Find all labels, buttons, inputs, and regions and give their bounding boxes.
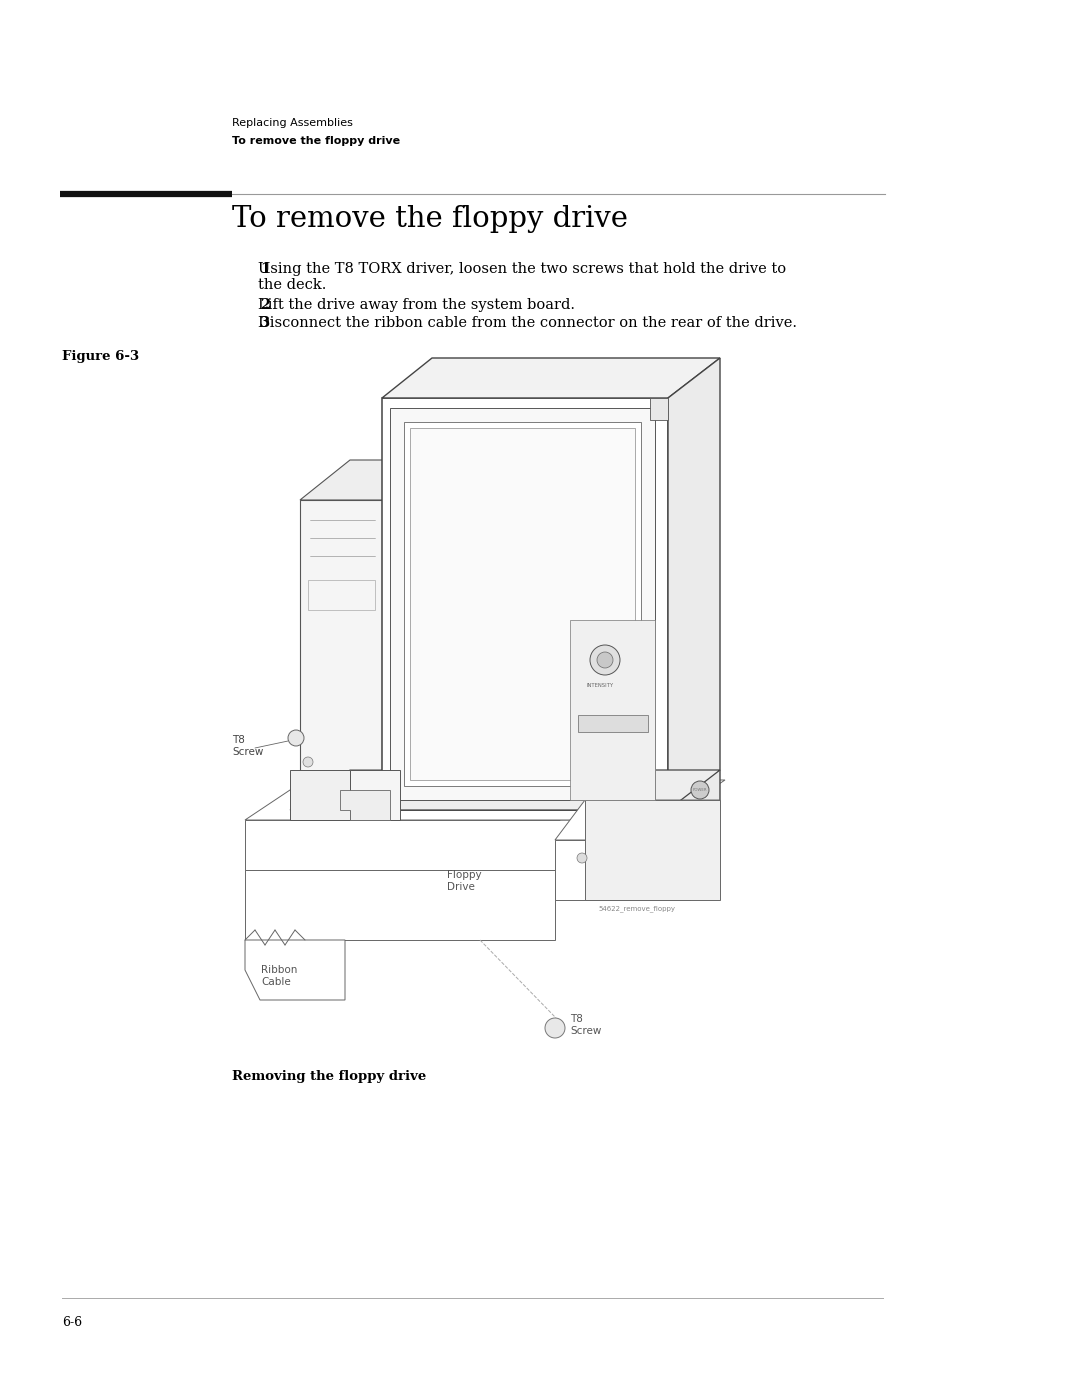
Polygon shape bbox=[555, 800, 720, 840]
Polygon shape bbox=[300, 500, 382, 810]
Polygon shape bbox=[570, 620, 654, 800]
Text: 3: 3 bbox=[260, 316, 270, 330]
Text: Lift the drive away from the system board.: Lift the drive away from the system boar… bbox=[258, 298, 575, 312]
Text: INTENSITY: INTENSITY bbox=[586, 683, 613, 687]
Text: Replacing Assemblies: Replacing Assemblies bbox=[232, 117, 353, 129]
Polygon shape bbox=[650, 398, 669, 420]
Polygon shape bbox=[245, 940, 345, 1000]
Text: 6-6: 6-6 bbox=[62, 1316, 82, 1329]
Text: To remove the floppy drive: To remove the floppy drive bbox=[232, 136, 400, 147]
Polygon shape bbox=[555, 840, 690, 900]
Polygon shape bbox=[382, 770, 720, 810]
Circle shape bbox=[597, 652, 613, 668]
Text: POWER: POWER bbox=[692, 788, 707, 792]
Text: T8
Screw: T8 Screw bbox=[570, 1014, 602, 1035]
Polygon shape bbox=[291, 770, 720, 810]
Circle shape bbox=[577, 854, 588, 863]
Polygon shape bbox=[404, 422, 642, 787]
Text: T8
Screw: T8 Screw bbox=[232, 735, 264, 757]
Text: Floppy
Drive: Floppy Drive bbox=[447, 870, 482, 891]
Text: 1: 1 bbox=[260, 263, 270, 277]
Text: Using the T8 TORX driver, loosen the two screws that hold the drive to: Using the T8 TORX driver, loosen the two… bbox=[258, 263, 786, 277]
Circle shape bbox=[590, 645, 620, 675]
Circle shape bbox=[545, 1018, 565, 1038]
Polygon shape bbox=[585, 800, 720, 900]
Polygon shape bbox=[410, 427, 635, 780]
Polygon shape bbox=[300, 460, 432, 500]
Polygon shape bbox=[291, 770, 350, 820]
Circle shape bbox=[691, 781, 708, 799]
Polygon shape bbox=[245, 820, 665, 870]
Text: Ribbon
Cable: Ribbon Cable bbox=[261, 965, 297, 986]
Polygon shape bbox=[578, 715, 648, 732]
Polygon shape bbox=[669, 358, 720, 810]
Polygon shape bbox=[390, 408, 654, 800]
Text: 54622_remove_floppy: 54622_remove_floppy bbox=[598, 905, 675, 912]
Text: the deck.: the deck. bbox=[258, 278, 326, 292]
Text: Disconnect the ribbon cable from the connector on the rear of the drive.: Disconnect the ribbon cable from the con… bbox=[258, 316, 797, 330]
Polygon shape bbox=[382, 358, 720, 398]
Polygon shape bbox=[340, 789, 390, 820]
Text: Figure 6-3: Figure 6-3 bbox=[62, 351, 139, 363]
Polygon shape bbox=[350, 770, 400, 820]
Circle shape bbox=[303, 757, 313, 767]
Text: Removing the floppy drive: Removing the floppy drive bbox=[232, 1070, 427, 1083]
Circle shape bbox=[288, 731, 303, 746]
Text: 2: 2 bbox=[260, 298, 270, 312]
Polygon shape bbox=[382, 398, 669, 810]
Polygon shape bbox=[245, 780, 725, 820]
Text: To remove the floppy drive: To remove the floppy drive bbox=[232, 205, 627, 233]
Polygon shape bbox=[245, 870, 555, 940]
